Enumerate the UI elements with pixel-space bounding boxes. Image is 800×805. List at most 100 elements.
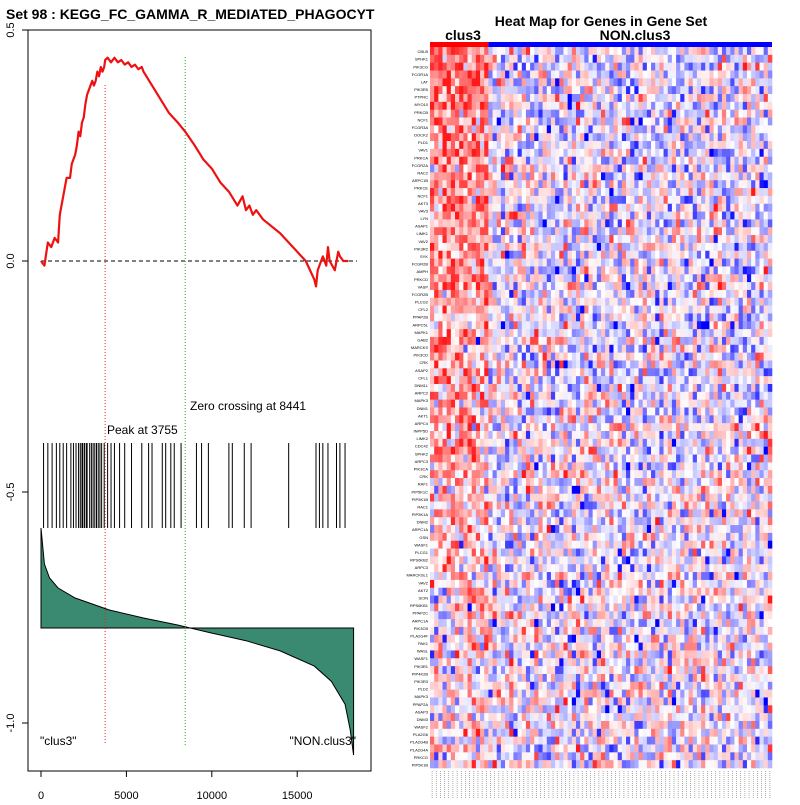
- heatmap-cell: [693, 55, 697, 63]
- heatmap-cell: [643, 455, 647, 463]
- heatmap-cell: [509, 306, 513, 314]
- heatmap-cell: [518, 415, 522, 423]
- heatmap-cell: [672, 110, 676, 118]
- heatmap-cell: [697, 86, 701, 94]
- heatmap-cell: [463, 462, 467, 470]
- heatmap-cell: [755, 306, 759, 314]
- heatmap-cell: [576, 408, 580, 416]
- heatmap-cell: [434, 368, 438, 376]
- heatmap-cell: [584, 78, 588, 86]
- heatmap-cell: [476, 431, 480, 439]
- heatmap-cell: [518, 219, 522, 227]
- heatmap-cell: [647, 118, 651, 126]
- heatmap-cell: [472, 306, 476, 314]
- heatmap-cell: [747, 502, 751, 510]
- heatmap-cell: [526, 423, 530, 431]
- heatmap-cell: [580, 290, 584, 298]
- heatmap-cell: [651, 180, 655, 188]
- heatmap-cell: [493, 447, 497, 455]
- heatmap-cell: [655, 110, 659, 118]
- heatmap-cell: [747, 118, 751, 126]
- heatmap-cell: [734, 251, 738, 259]
- heatmap-cell: [572, 423, 576, 431]
- heatmap-cell: [576, 235, 580, 243]
- heatmap-cell: [568, 360, 572, 368]
- heatmap-cell: [551, 360, 555, 368]
- heatmap-cell: [543, 415, 547, 423]
- heatmap-cell: [743, 219, 747, 227]
- heatmap-cell: [743, 141, 747, 149]
- heatmap-cell: [576, 266, 580, 274]
- heatmap-cell: [626, 196, 630, 204]
- heatmap-cell: [543, 376, 547, 384]
- heatmap-cell: [488, 368, 492, 376]
- heatmap-cell: [655, 102, 659, 110]
- heatmap-cell: [630, 47, 634, 55]
- heatmap-cell: [501, 274, 505, 282]
- heatmap-cell: [501, 47, 505, 55]
- heatmap-cell: [664, 447, 668, 455]
- heatmap-cell: [726, 384, 730, 392]
- heatmap-cell: [572, 266, 576, 274]
- heatmap-cell: [664, 86, 668, 94]
- heatmap-cell: [743, 455, 747, 463]
- heatmap-cell: [609, 47, 613, 55]
- heatmap-cell: [609, 329, 613, 337]
- heatmap-cell: [689, 133, 693, 141]
- heatmap-cell: [493, 110, 497, 118]
- heatmap-cell: [493, 384, 497, 392]
- heatmap-cell: [476, 157, 480, 165]
- heatmap-cell: [643, 259, 647, 267]
- heatmap-cell: [609, 353, 613, 361]
- heatmap-cell: [530, 86, 534, 94]
- heatmap-cell: [430, 431, 434, 439]
- heatmap-cell: [438, 165, 442, 173]
- heatmap-cell: [584, 110, 588, 118]
- heatmap-cell: [680, 180, 684, 188]
- heatmap-cell: [605, 345, 609, 353]
- heatmap-cell: [597, 172, 601, 180]
- heatmap-cell: [455, 345, 459, 353]
- heatmap-cell: [747, 125, 751, 133]
- heatmap-cell: [764, 478, 768, 486]
- heatmap-cell: [668, 141, 672, 149]
- heatmap-cell: [547, 227, 551, 235]
- heatmap-cell: [680, 408, 684, 416]
- heatmap-cell: [488, 360, 492, 368]
- heatmap-cell: [626, 165, 630, 173]
- heatmap-cell: [522, 486, 526, 494]
- heatmap-cell: [547, 509, 551, 517]
- heatmap-cell: [647, 227, 651, 235]
- heatmap-cell: [601, 227, 605, 235]
- heatmap-cell: [718, 431, 722, 439]
- heatmap-cell: [509, 188, 513, 196]
- heatmap-cell: [530, 494, 534, 502]
- heatmap-cell: [726, 102, 730, 110]
- heatmap-cell: [476, 212, 480, 220]
- heatmap-cell: [768, 110, 772, 118]
- heatmap-cell: [664, 71, 668, 79]
- heatmap-cell: [576, 78, 580, 86]
- heatmap-cell: [430, 345, 434, 353]
- heatmap-cell: [643, 47, 647, 55]
- heatmap-cell: [497, 313, 501, 321]
- heatmap-cell: [722, 298, 726, 306]
- heatmap-cell: [664, 408, 668, 416]
- heatmap-cell: [751, 478, 755, 486]
- heatmap-cell: [497, 94, 501, 102]
- heatmap-cell: [764, 486, 768, 494]
- heatmap-cell: [572, 502, 576, 510]
- heatmap-cell: [555, 266, 559, 274]
- heatmap-cell: [593, 94, 597, 102]
- heatmap-cell: [759, 290, 763, 298]
- heatmap-cell: [709, 353, 713, 361]
- heatmap-cell: [513, 149, 517, 157]
- heatmap-cell: [493, 462, 497, 470]
- heatmap-cell: [689, 353, 693, 361]
- heatmap-cell: [509, 494, 513, 502]
- heatmap-cell: [701, 259, 705, 267]
- heatmap-cell: [680, 157, 684, 165]
- heatmap-cell: [726, 470, 730, 478]
- heatmap-cell: [697, 290, 701, 298]
- heatmap-cell: [451, 188, 455, 196]
